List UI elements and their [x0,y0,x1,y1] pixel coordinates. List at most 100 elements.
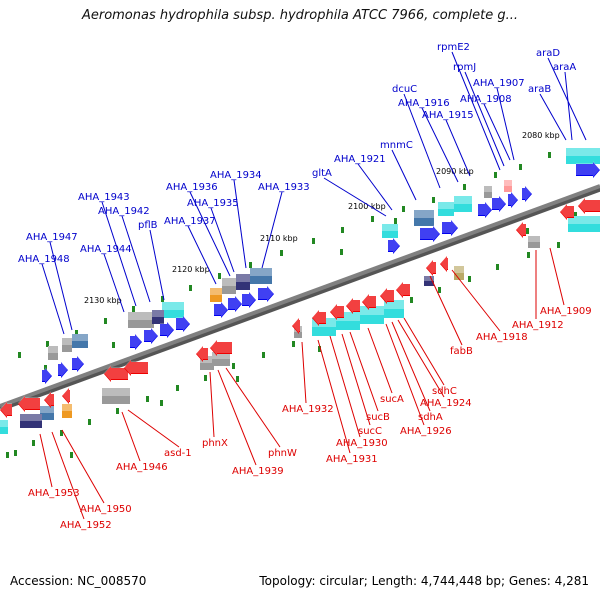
cog-box-highlight [484,186,492,192]
tick-mark [468,276,471,282]
reverse-gene-arrow [104,365,128,382]
forward-gene-arrow [420,225,440,242]
accession-text: Accession: NC_008570 [10,574,147,588]
reverse-gene-arrow [18,395,40,412]
tick-mark [44,365,47,371]
forward-gene-label-aha-1948: AHA_1948 [18,254,70,265]
cog-box [250,268,272,284]
reverse-gene-arrow [516,221,526,238]
forward-leader-aha-1933 [261,191,283,269]
tick-mark [218,273,221,279]
cog-box-highlight [528,236,540,242]
forward-leader-aha-1916 [421,107,459,183]
tick-mark [176,385,179,391]
reverse-gene-arrow [210,339,232,356]
cog-box [568,216,600,232]
cog-box-highlight [162,302,184,310]
tick-mark [160,400,163,406]
cog-box-highlight [40,406,54,413]
tick-mark [104,318,107,324]
tick-mark [432,197,435,203]
reverse-leader-aha-1909 [549,247,565,306]
forward-gene-arrow [144,327,158,344]
forward-gene-label-aha-1936: AHA_1936 [166,182,218,193]
cog-box [20,414,42,428]
reverse-gene-arrow [196,345,208,362]
cog-box [360,306,384,324]
cog-box [72,334,88,348]
forward-gene-arrow [228,295,242,312]
cog-box [210,288,222,302]
forward-gene-arrow [492,195,506,212]
reverse-leader-phnw [225,367,281,448]
forward-gene-label-aha-1947: AHA_1947 [26,232,78,243]
cog-box-highlight [72,334,88,341]
forward-gene-label-araa: araA [553,62,576,73]
forward-leader-rpme2 [451,51,501,171]
reverse-gene-arrow [346,297,360,314]
reverse-gene-label-aha-1939: AHA_1939 [232,466,284,477]
reverse-gene-label-succ: sucC [358,426,382,437]
reverse-leader-aha-1950 [61,429,105,504]
cog-box [62,338,72,352]
cog-box-highlight [336,312,360,321]
cog-box [48,346,58,360]
reverse-gene-arrow [330,303,344,320]
reverse-gene-label-suca: sucA [380,394,404,405]
tick-mark [292,341,295,347]
forward-gene-arrow [42,367,52,384]
topology-summary: Topology: circular; Length: 4,744,448 bp… [259,574,589,588]
cog-box-highlight [102,388,130,396]
forward-gene-label-glta: gltA [312,168,332,179]
cog-box-highlight [128,312,154,320]
cog-box [128,312,154,328]
cog-box [0,420,8,434]
cog-box [504,180,512,192]
tick-mark [146,396,149,402]
reverse-gene-arrow [578,197,600,214]
forward-gene-label-pflb: pflB [138,220,158,231]
reverse-gene-arrow [362,293,376,310]
forward-leader-aha-1935 [210,207,235,273]
tick-mark [526,228,529,234]
forward-gene-label-rpme2: rpmE2 [437,42,470,53]
reverse-leader-sdhc [403,317,445,386]
forward-gene-arrow [130,333,142,350]
tick-mark [116,408,119,414]
tick-mark [402,206,405,212]
tick-label-2120-kbp: 2120 kbp [172,265,210,274]
tick-mark [527,252,530,258]
forward-gene-arrow [72,355,84,372]
cog-box-highlight [424,276,434,281]
forward-leader-aha-1947 [49,241,73,331]
reverse-gene-label-aha-1931: AHA_1931 [326,454,378,465]
cog-box [384,300,404,318]
gene-features [0,148,600,434]
tick-label-2080-kbp: 2080 kbp [522,131,560,140]
cog-box [382,224,398,238]
cog-box-highlight [250,268,272,276]
reverse-gene-label-sdha: sdhA [418,412,443,423]
reverse-gene-label-aha-1924: AHA_1924 [420,398,472,409]
forward-leader-aha-1943 [101,201,137,307]
forward-gene-arrow [508,191,518,208]
forward-gene-arrow [576,161,600,178]
reverse-gene-arrow [560,203,574,220]
forward-gene-label-aha-1915: AHA_1915 [422,110,474,121]
forward-leader-arad [547,57,587,141]
forward-leader-aha-1921 [357,163,393,211]
tick-mark [438,287,441,293]
backbone-line [0,184,600,408]
forward-leader-mnmc [391,149,417,201]
forward-gene-arrow [214,301,228,318]
tick-mark [32,440,35,446]
reverse-leader-asd-1 [127,409,180,448]
cog-box [484,186,492,198]
forward-leader-glta [323,177,387,217]
forward-leader-rpmj [464,71,505,167]
reverse-leader-aha-1924 [397,319,445,398]
forward-leader-aha-1915 [445,119,471,177]
tick-mark [574,212,577,218]
forward-gene-arrow [160,321,174,338]
cog-box-highlight [212,352,230,359]
